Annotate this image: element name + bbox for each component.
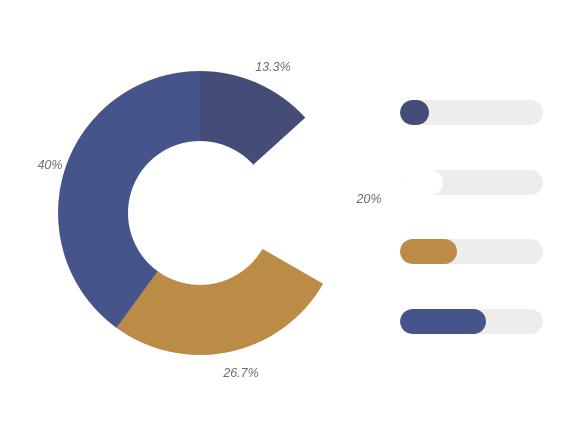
donut-slice [200, 71, 306, 165]
slice-percent-label: 40% [37, 158, 62, 172]
slice-percent-label: 13.3% [255, 60, 290, 74]
progress-bar-track [400, 170, 543, 195]
progress-bar-track [400, 309, 543, 334]
progress-bar-track [400, 239, 543, 264]
progress-bar-fill [400, 239, 457, 264]
progress-bar-fill [400, 170, 443, 195]
progress-bar-track [400, 100, 543, 125]
slice-percent-label: 20% [355, 192, 381, 206]
progress-bar-fill [400, 309, 486, 334]
donut-slice [253, 117, 342, 284]
progress-bar-fill [400, 100, 429, 125]
donut-slice [57, 71, 200, 328]
slice-percent-label: 26.7% [222, 366, 258, 380]
donut-slice [116, 248, 324, 355]
